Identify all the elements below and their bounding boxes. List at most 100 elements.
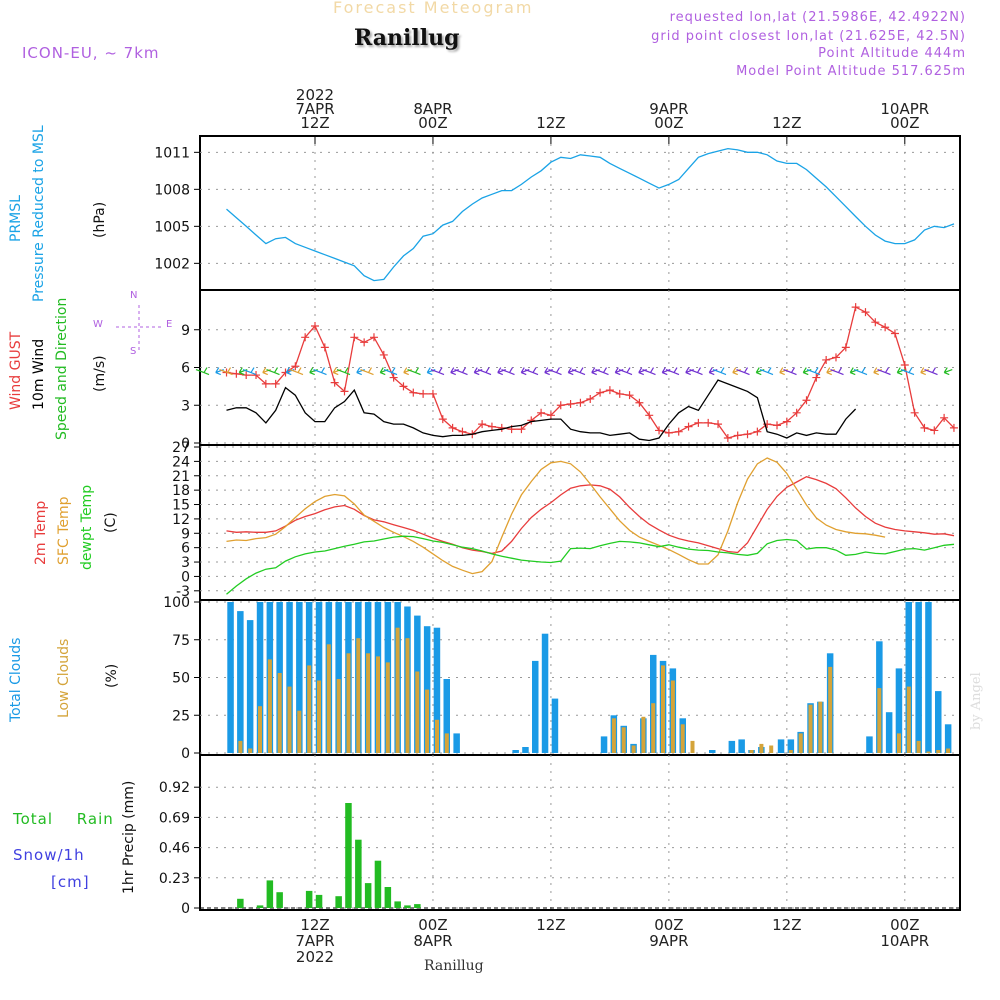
wind-direction-arrow <box>313 367 327 376</box>
wind-gust-marker <box>448 423 457 432</box>
bottom-time-label: 00Z <box>418 916 447 934</box>
precipitation-bar-0 <box>266 880 274 908</box>
clouds-bar-1 <box>258 706 262 753</box>
wind-gust-marker <box>635 398 644 407</box>
wind-gust-marker <box>281 368 290 377</box>
wind-direction-arrow <box>689 367 703 376</box>
meteogram-title: Forecast Meteogram <box>333 0 534 17</box>
clouds-bar-1 <box>877 688 882 753</box>
wind-gust-marker <box>605 386 614 395</box>
wind-gust-marker <box>723 433 732 442</box>
compass-n-label: N <box>130 290 138 301</box>
wind-gust-marker <box>822 355 831 364</box>
precipitation-bar-0 <box>404 905 411 908</box>
wind-label-10m: 10m Wind <box>31 338 47 410</box>
requested-coordinates: requested lon,lat (21.5986E, 42.4922N) <box>669 10 966 25</box>
clouds-bar-1 <box>395 627 400 753</box>
wind-direction-arrow <box>501 367 515 376</box>
wind-direction-arrow <box>900 367 915 376</box>
wind-gust-marker <box>900 360 909 369</box>
clouds-bar-0 <box>256 602 264 753</box>
wind-gust-marker <box>851 303 860 312</box>
pressure-unit: (hPa) <box>92 201 108 238</box>
wind-ytick-label: 9 <box>181 323 190 339</box>
bottom-time-label: 8APR <box>413 932 452 950</box>
temp-unit: (C) <box>103 512 119 533</box>
wind-gust-marker <box>537 408 546 417</box>
wind-gust-marker <box>812 373 821 382</box>
model-point-altitude: Model Point Altitude 517.625m <box>736 64 966 79</box>
wind-gust-marker <box>546 411 555 420</box>
precipitation-bar-0 <box>374 860 382 908</box>
bottom-time-label: 00Z <box>654 916 683 934</box>
wind-direction-arrow <box>383 367 398 376</box>
top-time-label: 9APR <box>649 100 688 118</box>
pressure-ytick-label: 1005 <box>154 219 190 235</box>
wind-gust-marker <box>458 427 467 436</box>
clouds-bar-1 <box>356 638 361 753</box>
wind-gust-marker <box>271 379 280 388</box>
clouds-bar-1 <box>385 662 390 753</box>
clouds-bar-1 <box>297 710 302 753</box>
temperature-series-line-2 <box>226 535 955 595</box>
clouds-bar-0 <box>905 602 912 753</box>
precipitation-ytick-label: 0.92 <box>159 780 190 796</box>
clouds-bar-0 <box>512 750 519 753</box>
wind-gust-marker <box>910 408 919 417</box>
wind-direction-arrow <box>943 367 953 376</box>
top-time-label: 00Z <box>654 114 683 132</box>
wind-direction-arrow <box>642 367 656 376</box>
wind-gust-marker <box>861 308 870 317</box>
wind-gust-marker <box>930 426 939 435</box>
bottom-time-label: 2022 <box>296 948 334 966</box>
compass-w-label: W <box>93 319 103 330</box>
clouds-bar-1 <box>317 680 321 753</box>
clouds-bar-1 <box>759 743 764 753</box>
top-time-label: 7APR <box>295 100 334 118</box>
clouds-bar-1 <box>277 673 282 753</box>
clouds-bar-0 <box>227 602 234 753</box>
wind-direction-arrow <box>830 367 844 376</box>
clouds-bar-1 <box>376 656 380 753</box>
clouds-bar-0 <box>443 679 450 753</box>
precipitation-bar-0 <box>394 901 401 908</box>
temperature-series-line-0 <box>226 476 955 555</box>
precipitation-bar-0 <box>414 904 421 908</box>
temperature-ytick-label: 21 <box>172 469 190 485</box>
wind-gust-marker <box>831 353 840 362</box>
clouds-bar-1 <box>405 638 410 753</box>
clouds-bar-0 <box>246 620 254 753</box>
pressure-ytick-label: 1011 <box>154 145 190 161</box>
wind-gust-marker <box>527 416 536 425</box>
wind-gust-marker <box>517 425 526 434</box>
clouds-bar-0 <box>296 602 303 753</box>
temperature-ytick-label: 15 <box>172 498 190 514</box>
precipitation-bar-0 <box>237 898 244 908</box>
clouds-bar-0 <box>866 736 873 753</box>
precip-label-cm: [cm] <box>51 873 90 891</box>
point-altitude: Point Altitude 444m <box>818 46 966 61</box>
precipitation-bar-0 <box>256 905 264 908</box>
pressure-series-line-0 <box>226 147 955 282</box>
clouds-ytick-label: 100 <box>163 595 190 611</box>
wind-gust-marker <box>645 411 654 420</box>
bottom-time-label: 12Z <box>772 916 801 934</box>
clouds-bar-1 <box>238 740 243 753</box>
top-time-label: 8APR <box>413 100 452 118</box>
top-time-label: 12Z <box>536 114 565 132</box>
wind-gust-marker <box>586 394 595 403</box>
wind-gust-marker <box>871 318 880 327</box>
clouds-bar-0 <box>286 602 293 753</box>
wind-direction-arrow <box>712 367 727 376</box>
clouds-bar-0 <box>895 668 903 753</box>
wind-gust-marker <box>655 426 664 435</box>
top-time-label: 00Z <box>418 114 447 132</box>
clouds-bar-0 <box>728 740 736 753</box>
wind-gust-marker <box>841 343 850 352</box>
clouds-ytick-label: 25 <box>172 708 190 724</box>
wind-gust-marker <box>753 427 762 436</box>
wind-gust-marker <box>320 343 329 352</box>
footer-location: Ranillug <box>424 958 484 974</box>
wind-direction-arrow <box>595 367 609 376</box>
clouds-ytick-label: 0 <box>181 746 190 762</box>
